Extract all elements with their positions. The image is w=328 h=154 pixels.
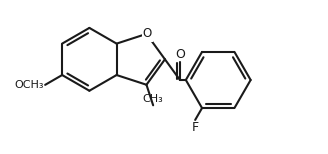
Text: OCH₃: OCH₃	[15, 80, 44, 90]
Text: F: F	[192, 121, 199, 134]
Text: CH₃: CH₃	[143, 94, 164, 104]
Text: O: O	[175, 48, 185, 61]
Text: O: O	[143, 27, 152, 40]
